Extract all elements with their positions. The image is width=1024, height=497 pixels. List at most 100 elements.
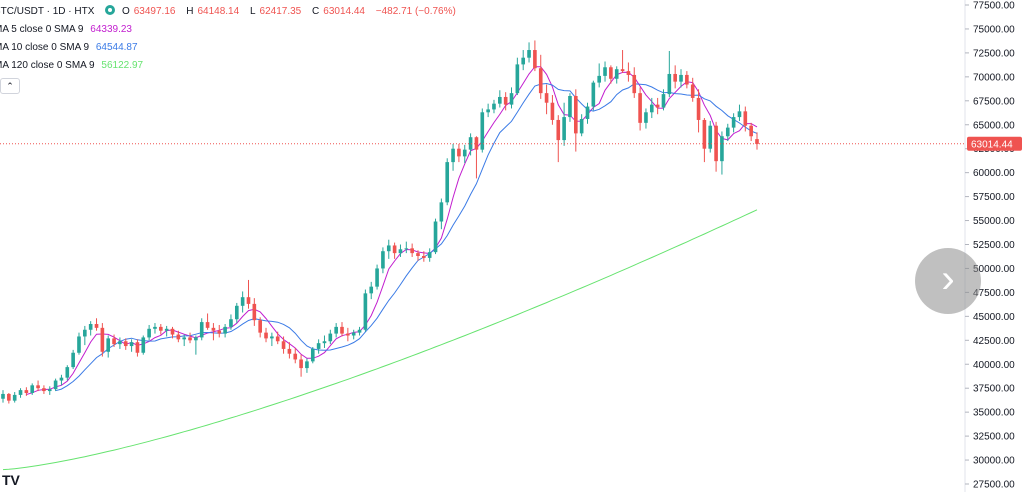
candle-body xyxy=(246,297,251,304)
candle-body xyxy=(614,69,619,79)
candlestick xyxy=(100,323,105,357)
next-slide-button[interactable]: › xyxy=(915,248,981,314)
candlestick xyxy=(12,392,17,403)
candle-body xyxy=(123,341,128,347)
ma120-legend-row[interactable]: MA 120 close 0 SMA 9 56122.97 xyxy=(0,59,147,73)
candle-body xyxy=(725,127,730,137)
candle-body xyxy=(94,324,99,328)
candle-body xyxy=(42,388,46,392)
last-price-tag: 63014.44 xyxy=(971,139,1013,150)
candle-body xyxy=(620,69,625,72)
ma5-legend-row[interactable]: MA 5 close 0 SMA 9 64339.23 xyxy=(0,23,136,37)
candle-body xyxy=(83,329,87,337)
candle-body xyxy=(503,96,508,105)
candle-body xyxy=(1,393,5,399)
candle-body xyxy=(667,73,672,95)
candle-body xyxy=(53,380,58,390)
candle-body xyxy=(381,251,385,269)
legend-collapse-button[interactable]: ⌃ xyxy=(0,78,20,94)
candlestick xyxy=(223,324,227,338)
candle-body xyxy=(521,57,526,65)
candlestick xyxy=(533,40,537,72)
candlestick xyxy=(708,120,713,153)
price-tick-label: 77500.00 xyxy=(973,1,1015,12)
candle-body xyxy=(334,326,338,334)
candle-body xyxy=(474,137,479,150)
candlestick xyxy=(240,291,245,313)
candlestick xyxy=(644,108,648,129)
candlestick xyxy=(18,388,23,398)
candle-body xyxy=(673,73,677,82)
candlestick xyxy=(457,143,461,163)
price-tick-label: 45000.00 xyxy=(973,312,1015,323)
candle-body xyxy=(164,328,169,331)
candlestick xyxy=(275,331,280,345)
candlestick xyxy=(498,90,502,108)
candlestick xyxy=(556,115,561,163)
candlestick xyxy=(427,248,432,262)
candlestick xyxy=(357,326,362,336)
candle-body xyxy=(392,245,397,254)
candle-body xyxy=(468,137,473,150)
candlestick xyxy=(47,386,52,395)
last-price-tag-bg xyxy=(967,136,1022,151)
candle-body xyxy=(369,286,374,294)
candlestick xyxy=(42,385,46,394)
candlestick xyxy=(334,323,338,338)
symbol-title[interactable]: BTC/USDT · 1D · HTX xyxy=(0,6,95,17)
price-tick-label: 42500.00 xyxy=(973,336,1015,347)
candle-body xyxy=(275,336,280,342)
candle-body xyxy=(685,74,689,85)
candle-body xyxy=(305,361,309,369)
candlestick xyxy=(287,342,292,359)
candlestick xyxy=(614,66,619,84)
price-tick-label: 40000.00 xyxy=(973,360,1015,371)
candlestick xyxy=(106,335,111,358)
candlestick-layer xyxy=(0,40,965,404)
candle-body xyxy=(170,328,175,335)
candle-body xyxy=(18,390,23,395)
price-tick-label: 50000.00 xyxy=(973,264,1015,275)
candlestick xyxy=(755,132,759,150)
candlestick xyxy=(246,279,251,309)
candle-body xyxy=(147,328,151,338)
candle-body xyxy=(100,327,105,352)
price-tick-label: 52500.00 xyxy=(973,240,1015,251)
candle-body xyxy=(527,50,531,58)
candle-body xyxy=(451,148,455,163)
candlestick xyxy=(83,325,87,346)
chevron-right-icon: › xyxy=(941,257,955,301)
candle-body xyxy=(538,68,543,94)
candle-body xyxy=(544,93,549,103)
price-tick-label: 47500.00 xyxy=(973,288,1015,299)
candle-body xyxy=(439,202,444,222)
open-value: O 63497.16 xyxy=(121,6,176,17)
candle-body xyxy=(59,377,64,381)
candle-body xyxy=(240,297,245,306)
candle-body xyxy=(702,119,707,149)
candle-body xyxy=(47,389,52,392)
candle-body xyxy=(462,149,467,157)
ma10-legend-row[interactable]: MA 10 close 0 SMA 9 64544.87 xyxy=(0,41,142,55)
candlestick xyxy=(164,325,169,337)
candle-body xyxy=(12,394,17,401)
candle-body xyxy=(579,119,584,134)
candle-body xyxy=(445,162,450,203)
candlestick xyxy=(270,332,274,347)
candlestick xyxy=(486,103,490,118)
candlestick xyxy=(340,322,344,337)
price-tick-label: 32500.00 xyxy=(973,432,1015,443)
candlestick xyxy=(386,239,391,259)
candlestick xyxy=(568,93,572,122)
candle-body xyxy=(65,367,70,378)
candlestick xyxy=(579,114,584,137)
candlestick xyxy=(661,89,666,111)
candle-body xyxy=(281,341,286,349)
candlestick xyxy=(369,281,374,300)
candle-body xyxy=(749,125,753,137)
candle-body xyxy=(153,326,157,329)
chevron-up-icon: ⌃ xyxy=(6,81,14,91)
candlestick xyxy=(492,99,496,114)
